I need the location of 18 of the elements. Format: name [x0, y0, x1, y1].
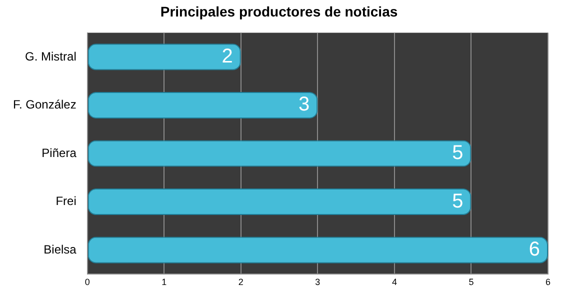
x-tick-label: 0 [84, 277, 90, 288]
chart-title: Principales productores de noticias [160, 3, 398, 20]
x-tick-label: 2 [238, 277, 244, 288]
x-tick-label: 6 [545, 277, 551, 288]
data-label: 5 [452, 190, 464, 212]
y-tick-label: Bielsa [44, 242, 77, 256]
data-label: 2 [222, 45, 233, 68]
x-tick-label: 4 [392, 277, 397, 288]
data-label: 6 [528, 238, 540, 261]
x-tick-label: 5 [468, 277, 474, 288]
x-tick-label: 1 [162, 277, 167, 288]
x-tick-label: 3 [315, 277, 320, 288]
data-label: 5 [452, 142, 464, 164]
data-label: 3 [298, 94, 310, 116]
y-tick-label: Frei [56, 194, 76, 208]
y-tick-label: G. Mistral [25, 49, 76, 64]
y-tick-label: F. González [12, 98, 76, 112]
y-tick-label: Piñera [42, 146, 77, 160]
